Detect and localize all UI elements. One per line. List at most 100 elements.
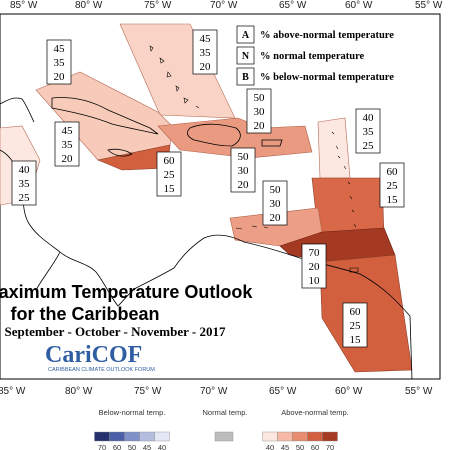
scale-tick: 45 bbox=[281, 443, 289, 450]
map-title-line2: for the Caribbean bbox=[10, 304, 159, 324]
scale-swatch bbox=[94, 431, 110, 442]
scale-tick: 60 bbox=[113, 443, 121, 450]
box-value: 45 bbox=[54, 43, 66, 55]
box-value: 35 bbox=[19, 178, 31, 190]
box-value: 20 bbox=[238, 179, 250, 191]
box-value: 25 bbox=[350, 320, 362, 332]
longitude-labels-bottom: 85° W 80° W 75° W 70° W 65° W 60° W 55° … bbox=[0, 386, 433, 397]
region-box-hispaniola: 50 30 20 bbox=[246, 88, 272, 134]
box-value: 25 bbox=[363, 140, 375, 152]
map-frame bbox=[0, 13, 441, 380]
lon-label: 65° W bbox=[279, 0, 307, 11]
caricof-logo: CariCOF CARIBBEAN CLIMATE OUTLOOK FORUM bbox=[45, 342, 155, 373]
bahamas-islands bbox=[149, 45, 200, 109]
region-box-cuba: 45 35 20 bbox=[46, 39, 72, 85]
map-subtitle: September - October - November - 2017 bbox=[5, 324, 226, 339]
lon-label: 85° W bbox=[10, 0, 38, 11]
logo-subtitle: CARIBBEAN CLIMATE OUTLOOK FORUM bbox=[48, 367, 155, 373]
box-value: 15 bbox=[350, 334, 362, 346]
box-value: 70 bbox=[309, 247, 321, 259]
logo-name: CariCOF bbox=[45, 342, 142, 368]
box-value: 40 bbox=[363, 112, 375, 124]
lesser-antilles bbox=[331, 131, 357, 228]
normal-swatch bbox=[214, 431, 234, 442]
box-value: 45 bbox=[200, 33, 212, 45]
region-leeward bbox=[317, 117, 351, 179]
scale-tick: 40 bbox=[266, 443, 274, 450]
lon-label: 80° W bbox=[65, 386, 93, 397]
box-value: 60 bbox=[387, 166, 399, 178]
box-value: 40 bbox=[19, 164, 31, 176]
lon-label: 75° W bbox=[134, 386, 162, 397]
scale-swatch bbox=[154, 431, 170, 442]
scale-swatch bbox=[124, 431, 140, 442]
box-value: 35 bbox=[363, 126, 375, 138]
box-value: 20 bbox=[62, 153, 74, 165]
lon-label: 65° W bbox=[269, 386, 297, 397]
lon-label: 75° W bbox=[144, 0, 172, 11]
lon-label: 60° W bbox=[345, 0, 373, 11]
scale-tick: 70 bbox=[98, 443, 106, 450]
box-value: 20 bbox=[200, 61, 212, 73]
jamaica-island bbox=[107, 148, 133, 157]
scale-above-label: Above-normal temp. bbox=[281, 408, 349, 417]
above-swatches bbox=[262, 431, 338, 442]
lon-label: 55° W bbox=[415, 0, 443, 11]
colour-scale: Below-normal temp. Normal temp. Above-no… bbox=[94, 408, 349, 450]
trinidad-island bbox=[349, 267, 359, 273]
region-box-guianas: 60 25 15 bbox=[342, 302, 368, 348]
florida-coast bbox=[0, 97, 35, 123]
scale-tick: 60 bbox=[311, 443, 319, 450]
region-box-windward: 60 25 15 bbox=[379, 162, 405, 208]
box-value: 20 bbox=[254, 120, 266, 132]
region-box-trinidad: 70 20 10 bbox=[301, 243, 327, 289]
box-value: 35 bbox=[200, 47, 212, 59]
box-value: 45 bbox=[62, 125, 74, 137]
box-value: 60 bbox=[164, 155, 176, 167]
lon-label: 85° W bbox=[0, 386, 26, 397]
box-value: 35 bbox=[62, 139, 74, 151]
box-value: 50 bbox=[254, 92, 266, 104]
scale-below-label: Below-normal temp. bbox=[99, 408, 166, 417]
scale-normal-label: Normal temp. bbox=[202, 408, 247, 417]
scale-swatch bbox=[307, 431, 323, 442]
box-value: 10 bbox=[309, 275, 321, 287]
legend-code: A bbox=[242, 30, 250, 41]
region-hispaniola bbox=[157, 117, 313, 159]
region-box-bahamas: 45 35 20 bbox=[192, 29, 218, 75]
lon-label: 80° W bbox=[75, 0, 103, 11]
scale-swatch bbox=[139, 431, 155, 442]
scale-swatch bbox=[292, 431, 308, 442]
scale-tick: 50 bbox=[128, 443, 136, 450]
scale-swatch bbox=[109, 431, 125, 442]
box-value: 15 bbox=[164, 183, 176, 195]
box-value: 50 bbox=[238, 151, 250, 163]
legend-text: % normal temperature bbox=[260, 51, 365, 62]
scale-swatch bbox=[277, 431, 293, 442]
legend-text: % above-normal temperature bbox=[260, 30, 394, 41]
region-box-puerto-rico: 50 30 20 bbox=[230, 147, 256, 193]
abc-islands bbox=[235, 225, 269, 230]
box-value: 35 bbox=[54, 57, 66, 69]
region-box-abc-islands: 50 30 20 bbox=[262, 180, 288, 226]
below-swatches bbox=[94, 431, 170, 442]
map-title-line1: Maximum Temperature Outlook bbox=[0, 282, 253, 302]
lon-label: 60° W bbox=[335, 386, 363, 397]
box-value: 30 bbox=[270, 198, 282, 210]
region-windward bbox=[311, 177, 385, 236]
box-value: 20 bbox=[309, 261, 321, 273]
box-value: 20 bbox=[270, 212, 282, 224]
probability-boxes: 45 35 20 45 35 20 45 35 20 40 35 25 60 2… bbox=[11, 29, 405, 348]
region-box-central-america: 40 35 25 bbox=[11, 160, 37, 206]
region-box-cayman: 45 35 20 bbox=[54, 121, 80, 167]
box-value: 30 bbox=[254, 106, 266, 118]
legend-text: % below-normal temperature bbox=[260, 72, 394, 83]
central-america-inner bbox=[35, 251, 61, 291]
longitude-labels-top: 85° W 80° W 75° W 70° W 65° W 60° W 55° … bbox=[10, 0, 443, 11]
box-value: 60 bbox=[350, 306, 362, 318]
box-value: 25 bbox=[19, 192, 31, 204]
box-value: 20 bbox=[54, 71, 66, 83]
puerto-rico-island bbox=[261, 139, 283, 147]
scale-swatch bbox=[262, 431, 278, 442]
